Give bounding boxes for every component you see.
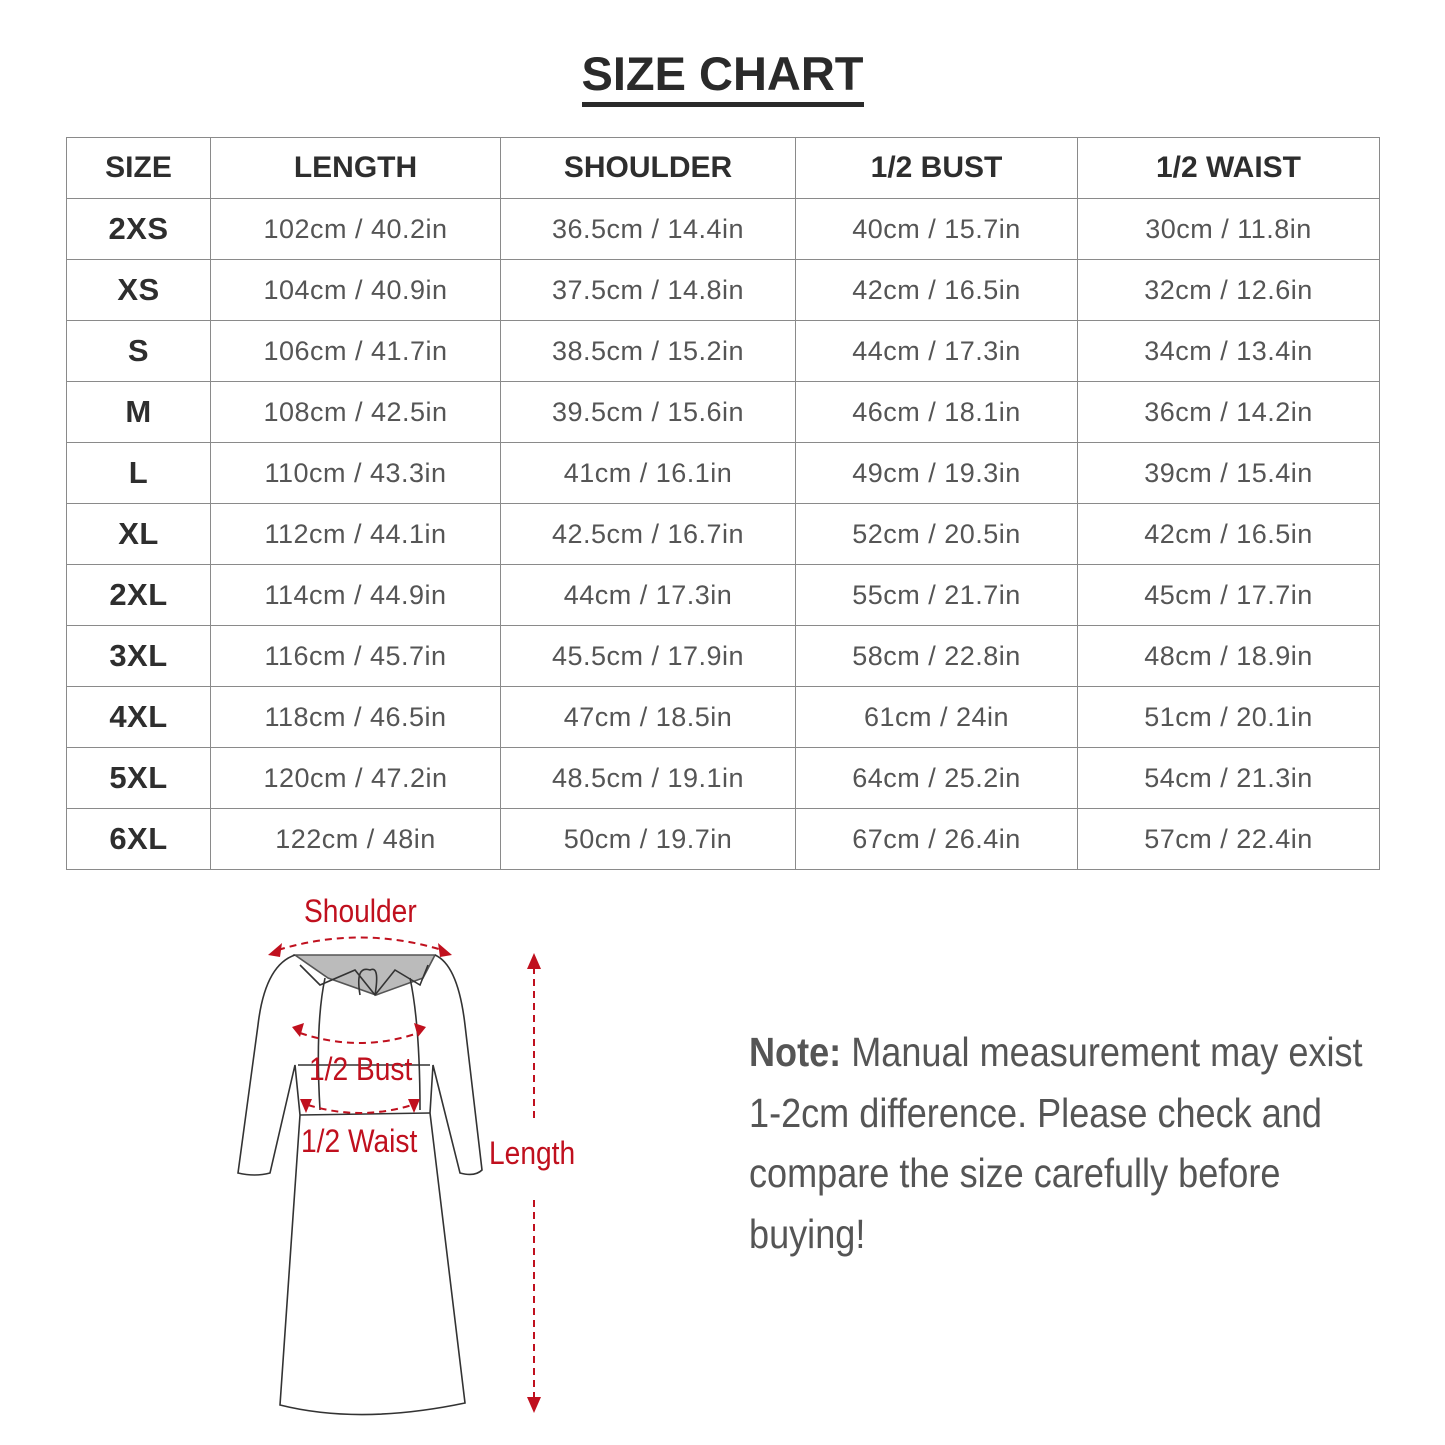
measurement-cell: 30cm / 11.8in — [1077, 198, 1380, 260]
size-cell: 4XL — [66, 686, 211, 748]
size-cell: 5XL — [66, 747, 211, 809]
measurement-cell: 42.5cm / 16.7in — [500, 503, 796, 565]
shoulder-label: Shoulder — [304, 893, 417, 929]
measurement-cell: 42cm / 16.5in — [1077, 503, 1380, 565]
size-table: SIZE LENGTH SHOULDER 1/2 BUST 1/2 WAIST 2XS 1… — [66, 137, 1380, 870]
arrowhead-icons — [268, 943, 541, 1413]
size-cell: M — [66, 381, 211, 443]
measurement-cell: 61cm / 24in — [795, 686, 1078, 748]
bust-label: 1/2 Bust — [309, 1051, 413, 1087]
table-row: 6XL 122cm / 48in 50cm / 19.7in 67cm / 26.4i… — [66, 808, 1380, 870]
measurement-cell: 52cm / 20.5in — [795, 503, 1078, 565]
measurement-cell: 44cm / 17.3in — [500, 564, 796, 626]
note-text: Note: Manual measurement may exist 1-2cm… — [749, 1029, 1363, 1257]
measurement-cell: 46cm / 18.1in — [795, 381, 1078, 443]
measurement-cell: 45.5cm / 17.9in — [500, 625, 796, 687]
measurement-cell: 36cm / 14.2in — [1077, 381, 1380, 443]
table-row: XL 112cm / 44.1in 42.5cm / 16.7in 52cm / 20… — [66, 503, 1380, 565]
size-cell: 6XL — [66, 808, 211, 870]
measurement-cell: 104cm / 40.9in — [210, 259, 501, 321]
measurement-cell: 40cm / 15.7in — [795, 198, 1078, 260]
measurement-cell: 37.5cm / 14.8in — [500, 259, 796, 321]
measurement-cell: 48.5cm / 19.1in — [500, 747, 796, 809]
size-cell: XS — [66, 259, 211, 321]
measurement-cell: 34cm / 13.4in — [1077, 320, 1380, 382]
measurement-cell: 49cm / 19.3in — [795, 442, 1078, 504]
size-cell: L — [66, 442, 211, 504]
measurement-lines — [277, 936, 535, 1400]
waist-label: 1/2 Waist — [301, 1123, 418, 1159]
column-header: SHOULDER — [500, 137, 796, 199]
measurement-cell: 55cm / 21.7in — [795, 564, 1078, 626]
measurement-cell: 58cm / 22.8in — [795, 625, 1078, 687]
table-header-row: SIZE LENGTH SHOULDER 1/2 BUST 1/2 WAIST — [66, 137, 1380, 199]
measurement-cell: 67cm / 26.4in — [795, 808, 1078, 870]
column-header: LENGTH — [210, 137, 501, 199]
size-cell: S — [66, 320, 211, 382]
table-row: 2XS 102cm / 40.2in 36.5cm / 14.4in 40cm / 1… — [66, 198, 1380, 260]
measurement-cell: 36.5cm / 14.4in — [500, 198, 796, 260]
measurement-cell: 39.5cm / 15.6in — [500, 381, 796, 443]
column-header: 1/2 WAIST — [1077, 137, 1380, 199]
measurement-cell: 64cm / 25.2in — [795, 747, 1078, 809]
column-header: SIZE — [66, 137, 211, 199]
table-row: 3XL 116cm / 45.7in 45.5cm / 17.9in 58cm / 2… — [66, 625, 1380, 687]
measurement-cell: 42cm / 16.5in — [795, 259, 1078, 321]
measurement-cell: 110cm / 43.3in — [210, 442, 501, 504]
measurement-cell: 122cm / 48in — [210, 808, 501, 870]
measurement-cell: 51cm / 20.1in — [1077, 686, 1380, 748]
table-row: 4XL 118cm / 46.5in 47cm / 18.5in 61cm / 24i… — [66, 686, 1380, 748]
measurement-cell: 32cm / 12.6in — [1077, 259, 1380, 321]
table-row: L 110cm / 43.3in 41cm / 16.1in 49cm / 19.3i… — [66, 442, 1380, 504]
measurement-cell: 48cm / 18.9in — [1077, 625, 1380, 687]
measurement-cell: 50cm / 19.7in — [500, 808, 796, 870]
measurement-cell: 106cm / 41.7in — [210, 320, 501, 382]
table-row: S 106cm / 41.7in 38.5cm / 15.2in 44cm / 17.… — [66, 320, 1380, 382]
measurement-cell: 38.5cm / 15.2in — [500, 320, 796, 382]
measurement-cell: 114cm / 44.9in — [210, 564, 501, 626]
table-row: XS 104cm / 40.9in 37.5cm / 14.8in 42cm / 16… — [66, 259, 1380, 321]
measurement-cell: 47cm / 18.5in — [500, 686, 796, 748]
measurement-cell: 108cm / 42.5in — [210, 381, 501, 443]
measurement-cell: 118cm / 46.5in — [210, 686, 501, 748]
column-header: 1/2 BUST — [795, 137, 1078, 199]
measurement-cell: 41cm / 16.1in — [500, 442, 796, 504]
measurement-cell: 45cm / 17.7in — [1077, 564, 1380, 626]
size-cell: XL — [66, 503, 211, 565]
measurement-cell: 54cm / 21.3in — [1077, 747, 1380, 809]
table-row: M 108cm / 42.5in 39.5cm / 15.6in 46cm / 18.… — [66, 381, 1380, 443]
length-label: Length — [489, 1135, 576, 1171]
size-cell: 2XL — [66, 564, 211, 626]
table-row: 5XL 120cm / 47.2in 48.5cm / 19.1in 64cm / 2… — [66, 747, 1380, 809]
table-row: 2XL 114cm / 44.9in 44cm / 17.3in 55cm / 21.… — [66, 564, 1380, 626]
measurement-cell: 57cm / 22.4in — [1077, 808, 1380, 870]
measurement-cell: 120cm / 47.2in — [210, 747, 501, 809]
note-label: Note: — [749, 1029, 842, 1075]
measurement-cell: 102cm / 40.2in — [210, 198, 501, 260]
size-cell: 2XS — [66, 198, 211, 260]
measurement-cell: 44cm / 17.3in — [795, 320, 1078, 382]
dress-outline-icon — [237, 954, 483, 1416]
measurement-cell: 116cm / 45.7in — [210, 625, 501, 687]
measurement-cell: 39cm / 15.4in — [1077, 442, 1380, 504]
measurement-cell: 112cm / 44.1in — [210, 503, 501, 565]
dress-diagram — [237, 936, 541, 1416]
page-title: SIZE CHART — [0, 46, 1445, 107]
size-cell: 3XL — [66, 625, 211, 687]
